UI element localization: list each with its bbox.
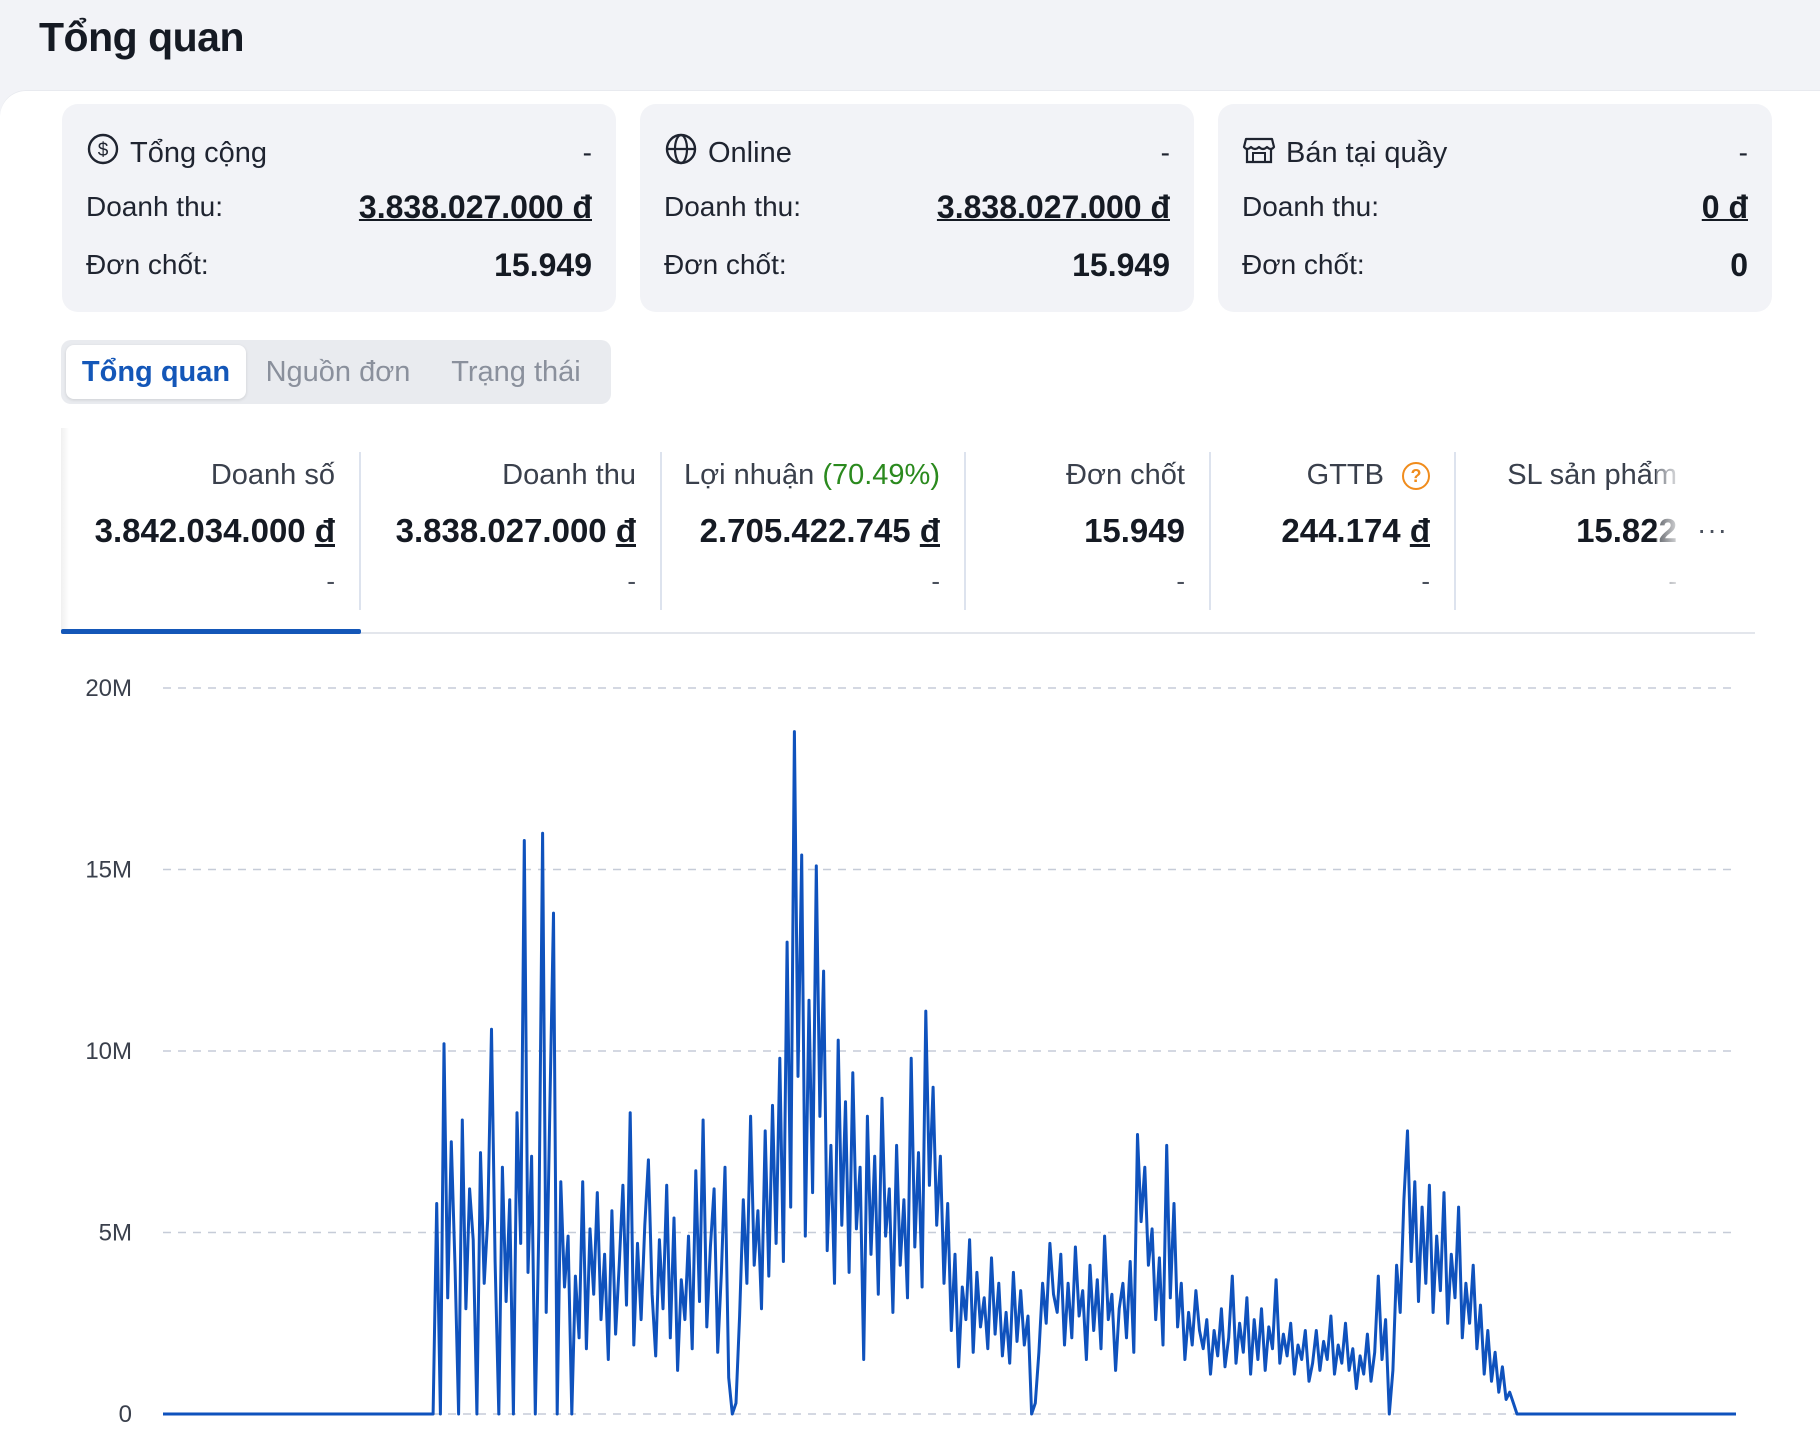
metric-label: Doanh thu xyxy=(502,459,636,491)
y-tick-label: 10M xyxy=(85,1038,132,1065)
tab-status[interactable]: Trạng thái xyxy=(451,356,581,388)
metric-delta: - xyxy=(931,566,940,596)
dollar-circle-icon: $ xyxy=(86,132,130,174)
summary-card-total: $ Tổng cộng - Doanh thu: 3.838.027.000 đ… xyxy=(62,104,616,312)
metric-delta: - xyxy=(627,566,636,596)
summary-card-store: Bán tại quầy - Doanh thu: 0 đ Đơn chốt: … xyxy=(1218,104,1772,312)
metric-value: 244.174 đ xyxy=(1281,512,1430,549)
orders-label: Đơn chốt: xyxy=(1242,249,1365,280)
orders-value: 0 xyxy=(1730,246,1748,283)
revenue-label: Doanh thu: xyxy=(1242,191,1379,222)
card-delta: - xyxy=(1738,137,1748,168)
tab-overview[interactable]: Tổng quan xyxy=(66,345,246,399)
metric-delta: - xyxy=(1176,566,1185,596)
orders-label: Đơn chốt: xyxy=(664,249,787,280)
metric-label: Doanh số xyxy=(210,459,335,491)
metric-delta: - xyxy=(1457,558,1677,604)
more-metrics-icon[interactable]: ··· xyxy=(1697,514,1728,545)
view-tabs: Tổng quan Nguồn đơn Trạng thái xyxy=(61,340,611,404)
chart-canvas: 0 5M 10M 15M 20M xyxy=(85,675,1736,1428)
orders-label: Đơn chốt: xyxy=(86,249,209,280)
metrics-strip: Doanh số 3.842.034.000 đ - Doanh thu 3.8… xyxy=(61,428,1755,634)
card-delta: - xyxy=(1160,137,1170,168)
globe-icon xyxy=(664,132,708,174)
series-line xyxy=(163,730,1736,1416)
metric-label: Lợi nhuận xyxy=(683,459,815,491)
metric-value: 3.838.027.000 đ xyxy=(395,512,636,549)
metric-delta: - xyxy=(326,566,335,596)
metric-label: SL sản phẩm xyxy=(1507,459,1677,491)
store-icon xyxy=(1242,132,1286,174)
orders-value: 15.949 xyxy=(494,246,592,283)
card-title: Bán tại quầy xyxy=(1286,136,1448,169)
svg-text:$: $ xyxy=(98,140,109,161)
orders-value: 15.949 xyxy=(1072,246,1170,283)
metric-label: GTTB xyxy=(1306,459,1384,491)
metric-aov[interactable]: GTTB? 244.174 đ - xyxy=(1212,452,1456,610)
y-tick-label: 0 xyxy=(119,1401,132,1428)
metric-value: 15.949 xyxy=(1084,512,1185,549)
y-tick-label: 5M xyxy=(99,1220,132,1247)
summary-card-online: Online - Doanh thu: 3.838.027.000 đ Đơn … xyxy=(640,104,1194,312)
revenue-value: 0 đ xyxy=(1701,188,1748,225)
y-tick-label: 20M xyxy=(85,675,132,702)
revenue-value: 3.838.027.000 đ xyxy=(936,188,1170,225)
metric-value: 2.705.422.745 đ xyxy=(699,512,940,549)
metric-profit[interactable]: Lợi nhuận (70.49%) 2.705.422.745 đ - xyxy=(663,452,966,610)
revenue-value: 3.838.027.000 đ xyxy=(358,188,592,225)
revenue-line-chart: 0 5M 10M 15M 20M xyxy=(0,640,1820,1434)
metric-value: 15.822 xyxy=(1576,512,1677,549)
metric-label: Đơn chốt xyxy=(1066,459,1185,491)
tab-order-source[interactable]: Nguồn đơn xyxy=(265,356,411,388)
metric-sales[interactable]: Doanh số 3.842.034.000 đ - xyxy=(61,452,361,610)
metric-delta: - xyxy=(1421,566,1430,596)
profit-percent: (70.49%) xyxy=(822,459,940,491)
metric-orders[interactable]: Đơn chốt 15.949 - xyxy=(967,452,1211,610)
active-metric-indicator xyxy=(61,629,361,634)
page-title: Tổng quan xyxy=(39,14,245,60)
card-title: Online xyxy=(708,136,792,169)
y-tick-label: 15M xyxy=(85,857,132,884)
metric-value: 3.842.034.000 đ xyxy=(94,512,335,549)
revenue-label: Doanh thu: xyxy=(664,191,801,222)
card-delta: - xyxy=(582,137,592,168)
card-title: Tổng cộng xyxy=(130,136,268,169)
metric-revenue[interactable]: Doanh thu 3.838.027.000 đ - xyxy=(362,452,662,610)
help-icon[interactable]: ? xyxy=(1402,462,1430,490)
revenue-label: Doanh thu: xyxy=(86,191,223,222)
